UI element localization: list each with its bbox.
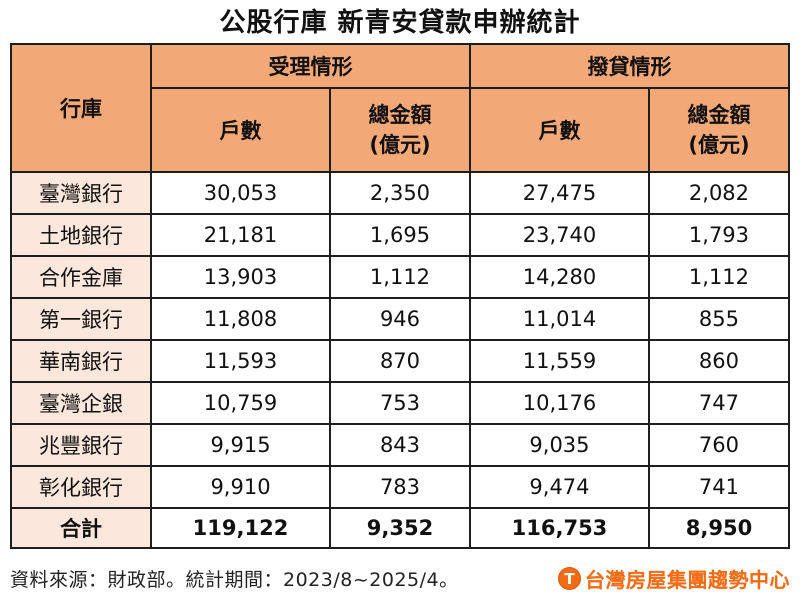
header-accept-count: 戶數	[150, 87, 331, 173]
header-accept-amount-line1: 總金額	[368, 103, 432, 127]
brand-logo-group: T 台灣房屋集團趨勢中心	[558, 564, 790, 593]
grant-count: 23,740	[469, 213, 650, 257]
table-row: 華南銀行 11,593 870 11,559 860	[9, 339, 791, 383]
table-row: 土地銀行 21,181 1,695 23,740 1,793	[9, 213, 791, 257]
bank-name: 第一銀行	[9, 297, 153, 341]
total-accept-count: 119,122	[150, 507, 331, 549]
total-label: 合計	[9, 507, 153, 549]
total-grant-amount: 8,950	[647, 507, 791, 549]
table-row: 兆豐銀行 9,915 843 9,035 760	[9, 423, 791, 467]
bank-name: 華南銀行	[9, 339, 153, 383]
grant-count: 14,280	[469, 255, 650, 299]
data-source-note: 資料來源：財政部。統計期間：2023/8~2025/4。	[10, 569, 459, 591]
grant-count: 10,176	[469, 381, 650, 425]
table-row: 臺灣企銀 10,759 753 10,176 747	[9, 381, 791, 425]
header-grant-amount: 總金額 (億元)	[647, 87, 791, 173]
grant-count: 9,035	[469, 423, 650, 467]
table-row: 彰化銀行 9,910 783 9,474 741	[9, 465, 791, 509]
accept-count: 11,593	[150, 339, 331, 383]
accept-amount: 783	[328, 465, 472, 509]
brand-name: 台灣房屋集團趨勢中心	[585, 568, 790, 592]
bank-name: 臺灣企銀	[9, 381, 153, 425]
header-grant-amount-line1: 總金額	[687, 103, 751, 127]
table-row: 臺灣銀行 30,053 2,350 27,475 2,082	[9, 171, 791, 215]
footer: 資料來源：財政部。統計期間：2023/8~2025/4。 T 台灣房屋集團趨勢中…	[10, 564, 790, 593]
bank-name: 合作金庫	[9, 255, 153, 299]
grant-amount: 747	[647, 381, 791, 425]
accept-count: 10,759	[150, 381, 331, 425]
grant-amount: 2,082	[647, 171, 791, 215]
grant-amount: 860	[647, 339, 791, 383]
grant-count: 27,475	[469, 171, 650, 215]
grant-amount: 1,793	[647, 213, 791, 257]
total-grant-count: 116,753	[469, 507, 650, 549]
header-accept-group: 受理情形	[150, 43, 471, 89]
accept-count: 30,053	[150, 171, 331, 215]
page-title: 公股行庫 新青安貸款申辦統計	[219, 8, 581, 38]
grant-amount: 855	[647, 297, 791, 341]
header-grant-group: 撥貸情形	[469, 43, 790, 89]
grant-amount: 741	[647, 465, 791, 509]
taiwan-housing-logo-icon: T	[558, 567, 581, 590]
bank-name: 兆豐銀行	[9, 423, 153, 467]
accept-amount: 870	[328, 339, 472, 383]
accept-amount: 1,695	[328, 213, 472, 257]
total-row: 合計 119,122 9,352 116,753 8,950	[9, 507, 791, 549]
grant-count: 11,559	[469, 339, 650, 383]
grant-amount: 1,112	[647, 255, 791, 299]
bank-name: 土地銀行	[9, 213, 153, 257]
table-row: 第一銀行 11,808 946 11,014 855	[9, 297, 791, 341]
header-grant-count: 戶數	[469, 87, 650, 173]
accept-count: 11,808	[150, 297, 331, 341]
header-bank: 行庫	[9, 43, 153, 173]
header-accept-amount-line2: (億元)	[369, 133, 431, 157]
header-grant-amount-line2: (億元)	[688, 133, 750, 157]
grant-count: 9,474	[469, 465, 650, 509]
accept-amount: 946	[328, 297, 472, 341]
accept-count: 21,181	[150, 213, 331, 257]
table-row: 合作金庫 13,903 1,112 14,280 1,112	[9, 255, 791, 299]
accept-amount: 2,350	[328, 171, 472, 215]
accept-amount: 753	[328, 381, 472, 425]
bank-name: 彰化銀行	[9, 465, 153, 509]
accept-count: 9,915	[150, 423, 331, 467]
accept-amount: 843	[328, 423, 472, 467]
grant-count: 11,014	[469, 297, 650, 341]
loan-stats-table: 行庫 受理情形 撥貸情形 戶數 總金額 (億元) 戶數 總金額 (億元) 臺灣銀…	[9, 43, 791, 549]
header-accept-amount: 總金額 (億元)	[328, 87, 472, 173]
bank-name: 臺灣銀行	[9, 171, 153, 215]
accept-amount: 1,112	[328, 255, 472, 299]
accept-count: 13,903	[150, 255, 331, 299]
grant-amount: 760	[647, 423, 791, 467]
accept-count: 9,910	[150, 465, 331, 509]
total-accept-amount: 9,352	[328, 507, 472, 549]
